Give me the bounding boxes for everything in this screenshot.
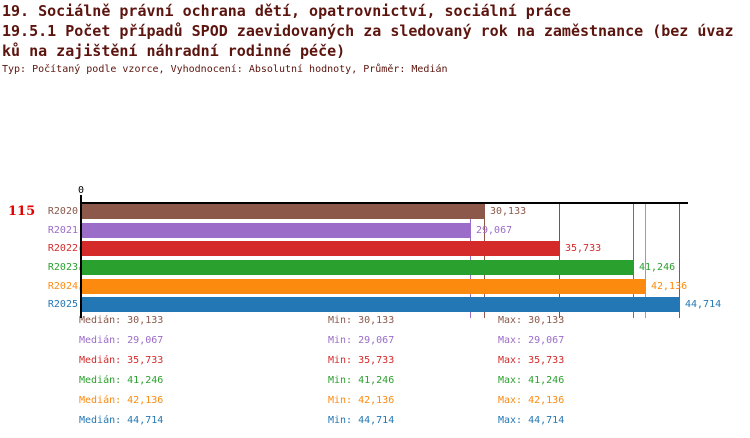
bar-value-label: 30,133 <box>490 206 527 217</box>
stat-label: Min: <box>328 415 353 426</box>
bar-category-label: R2020 <box>47 206 78 217</box>
stat-min-cell: Min: 29,067 <box>328 335 394 347</box>
stat-value: 44,714 <box>358 415 395 426</box>
stat-value: 30,133 <box>127 315 164 326</box>
indicator-number: 115 <box>8 204 36 219</box>
y-axis-line <box>80 195 82 318</box>
stat-median-cell: Medián: 30,133 <box>79 315 163 327</box>
stat-max-cell: Max: 41,246 <box>498 375 564 387</box>
x-axis-zero-tick-label: 0 <box>77 185 85 196</box>
median-marker-line <box>645 202 646 318</box>
stat-median-cell: Medián: 35,733 <box>79 355 163 367</box>
stat-label: Max: <box>498 315 523 326</box>
stat-label: Max: <box>498 375 523 386</box>
stat-median-cell: Medián: 42,136 <box>79 395 163 407</box>
stat-value: 41,246 <box>127 375 164 386</box>
report-title-line1: 19. Sociálně právní ochrana dětí, opatro… <box>2 2 571 20</box>
stat-value: 35,733 <box>127 355 164 366</box>
report-title-line3: ků na zajištění náhradní rodinné péče) <box>2 42 346 60</box>
stat-label: Medián: <box>79 335 122 346</box>
stat-min-cell: Min: 42,136 <box>328 395 394 407</box>
stat-value: 35,733 <box>528 355 565 366</box>
bar-category-label: R2021 <box>47 225 78 236</box>
stat-label: Medián: <box>79 395 122 406</box>
bar-category-label: R2023 <box>47 262 78 273</box>
report-title-line2: 19.5.1 Počet případů SPOD zaevidovaných … <box>2 22 734 40</box>
stat-value: 44,714 <box>528 415 565 426</box>
bar-chart: 115 0 R2020 30,133 R2021 29,067 R2022 35,733 R… <box>0 90 750 318</box>
stat-value: 42,136 <box>528 395 565 406</box>
bar-value-label: 42,136 <box>651 281 688 292</box>
stat-value: 44,714 <box>127 415 164 426</box>
bar-category-label: R2024 <box>47 281 78 292</box>
stat-label: Max: <box>498 335 523 346</box>
bar-category-label: R2022 <box>47 243 78 254</box>
bar <box>82 260 634 275</box>
stat-min-cell: Min: 35,733 <box>328 355 394 367</box>
stat-value: 41,246 <box>358 375 395 386</box>
stat-min-cell: Min: 44,714 <box>328 415 394 427</box>
stat-median-cell: Medián: 29,067 <box>79 335 163 347</box>
stat-max-cell: Max: 30,133 <box>498 315 564 327</box>
stat-max-cell: Max: 42,136 <box>498 395 564 407</box>
x-axis-top-line <box>80 202 688 204</box>
stat-value: 30,133 <box>358 315 395 326</box>
stat-max-cell: Max: 35,733 <box>498 355 564 367</box>
stat-label: Min: <box>328 335 353 346</box>
stat-label: Medián: <box>79 415 122 426</box>
stat-label: Medián: <box>79 375 122 386</box>
stat-label: Min: <box>328 395 353 406</box>
bar <box>82 223 471 238</box>
stat-value: 29,067 <box>528 335 565 346</box>
stat-median-cell: Medián: 44,714 <box>79 415 163 427</box>
stat-max-cell: Max: 29,067 <box>498 335 564 347</box>
stat-label: Max: <box>498 355 523 366</box>
bar <box>82 279 646 294</box>
stat-label: Medián: <box>79 355 122 366</box>
stat-label: Min: <box>328 315 353 326</box>
bar <box>82 241 560 256</box>
stat-label: Max: <box>498 415 523 426</box>
stat-max-cell: Max: 44,714 <box>498 415 564 427</box>
bar <box>82 297 680 312</box>
stat-label: Min: <box>328 355 353 366</box>
stat-value: 35,733 <box>358 355 395 366</box>
stat-label: Min: <box>328 375 353 386</box>
bar-value-label: 29,067 <box>476 225 513 236</box>
stat-value: 42,136 <box>358 395 395 406</box>
stat-label: Medián: <box>79 315 122 326</box>
stat-min-cell: Min: 30,133 <box>328 315 394 327</box>
stat-value: 30,133 <box>528 315 565 326</box>
bar-category-label: R2025 <box>47 299 78 310</box>
report-meta-line: Typ: Počítaný podle vzorce, Vyhodnocení:… <box>2 64 448 75</box>
stat-label: Max: <box>498 395 523 406</box>
stat-value: 41,246 <box>528 375 565 386</box>
bar <box>82 204 485 219</box>
stat-median-cell: Medián: 41,246 <box>79 375 163 387</box>
stat-value: 42,136 <box>127 395 164 406</box>
stat-value: 29,067 <box>127 335 164 346</box>
bar-value-label: 41,246 <box>639 262 676 273</box>
stat-min-cell: Min: 41,246 <box>328 375 394 387</box>
bar-value-label: 35,733 <box>565 243 602 254</box>
stat-value: 29,067 <box>358 335 395 346</box>
median-marker-line <box>679 202 680 318</box>
bar-value-label: 44,714 <box>685 299 722 310</box>
